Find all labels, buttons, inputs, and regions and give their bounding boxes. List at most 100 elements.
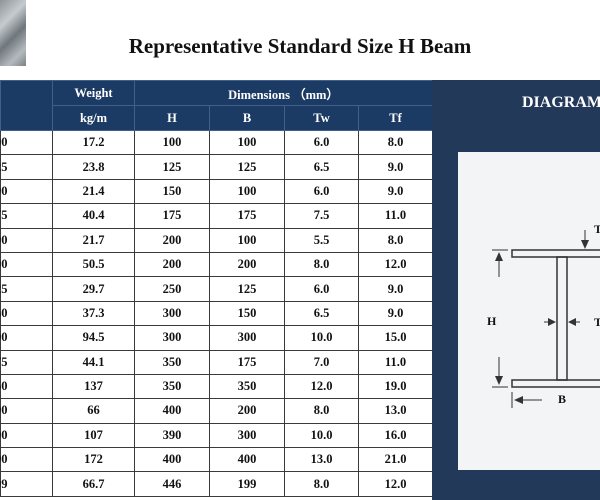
cell-h: 300 [134,325,210,351]
dimension-label-b: B [558,392,567,406]
h-beam-diagram: H B T T [458,152,600,470]
cell-size: 00 [0,129,53,156]
cell-tw: 5.5 [284,227,359,253]
cell-b: 175 [209,349,285,375]
cell-tf: 12.0 [357,471,434,497]
header-row-1: Weight Dimensions （mm） [0,80,434,131]
cell-tf: 19.0 [357,373,434,400]
header-tf: Tf [357,105,434,131]
cell-h: 350 [134,373,210,400]
cell-tf: 9.0 [357,276,434,302]
cell-b: 125 [209,276,285,302]
size-table-container: Weight Dimensions （mm） kg/m H B Tw Tf 00… [0,80,434,500]
cell-tf: 11.0 [357,203,434,229]
cell-h: 100 [134,129,210,156]
cell-tf: 12.0 [357,251,434,278]
header-dimensions: Dimensions （mm） [133,80,434,106]
cell-size: 50 [0,373,53,400]
cell-h: 125 [134,154,210,180]
cell-weight: 137 [52,373,135,400]
dimension-label-tw: T [594,315,600,329]
cell-weight: 21.7 [52,227,135,253]
header-weight-unit: kg/m [52,105,135,131]
header-weight: Weight [52,80,135,106]
cell-size: 50 [0,300,53,327]
cell-weight: 44.1 [52,349,135,375]
size-table: Weight Dimensions （mm） kg/m H B Tw Tf 00… [0,80,434,497]
cell-weight: 66.7 [52,471,135,497]
cell-b: 125 [209,154,285,180]
cell-weight: 107 [52,422,135,449]
cell-tw: 7.5 [284,203,359,229]
cell-b: 400 [209,447,285,473]
h-beam-photo [0,0,26,66]
header-b: B [209,105,285,131]
cell-size: 00 [0,325,53,351]
cell-h: 250 [134,276,210,302]
cell-weight: 21.4 [52,178,135,205]
cell-h: 175 [134,203,210,229]
cell-weight: 29.7 [52,276,135,302]
cell-tf: 9.0 [357,154,434,180]
diagram-panel: DIAGRAM [432,80,600,500]
cell-b: 100 [209,227,285,253]
cell-b: 350 [209,373,285,400]
cell-tw: 6.0 [284,178,359,205]
cell-tw: 8.0 [284,398,359,424]
cell-size: 25 [0,276,53,302]
header-row-2: kg/m H B Tw Tf [1,105,434,131]
cell-h: 446 [134,471,210,497]
header-tw: Tw [284,105,359,131]
cell-tf: 8.0 [357,227,434,253]
cell-size: 99 [0,471,53,497]
cell-b: 200 [209,251,285,278]
cell-b: 100 [209,129,285,156]
cell-weight: 94.5 [52,325,135,351]
cell-tw: 6.5 [284,154,359,180]
cell-size: 00 [0,422,53,449]
dimension-label-h: H [487,314,497,328]
cell-tf: 8.0 [357,129,434,156]
cell-b: 200 [209,398,285,424]
cell-tf: 16.0 [357,422,434,449]
cell-weight: 17.2 [52,129,135,156]
cell-h: 400 [134,398,210,424]
cell-tw: 12.0 [284,373,359,400]
cell-tw: 8.0 [284,471,359,497]
h-beam-cross-section-icon [492,230,600,408]
cell-tf: 9.0 [357,300,434,327]
table-body: 0017.21001006.08.02523.81251256.59.00021… [0,129,434,497]
cell-tw: 6.5 [284,300,359,327]
cell-weight: 66 [52,398,135,424]
cell-b: 199 [209,471,285,497]
cell-tw: 10.0 [284,422,359,449]
cell-h: 350 [134,349,210,375]
cell-h: 200 [134,251,210,278]
cell-tf: 9.0 [357,178,434,205]
cell-h: 300 [134,300,210,327]
cell-size: 00 [0,227,53,253]
cell-tf: 15.0 [357,325,434,351]
cell-tw: 10.0 [284,325,359,351]
cell-weight: 37.3 [52,300,135,327]
cell-tw: 6.0 [284,276,359,302]
cell-b: 175 [209,203,285,229]
cell-weight: 23.8 [52,154,135,180]
cell-b: 300 [209,422,285,449]
cell-tw: 8.0 [284,251,359,278]
cell-tw: 6.0 [284,129,359,156]
dimension-label-tf: T [594,222,600,236]
page-title: Representative Standard Size H Beam [128,34,472,58]
cell-tf: 13.0 [357,398,434,424]
diagram-title: DIAGRAM [522,94,600,111]
